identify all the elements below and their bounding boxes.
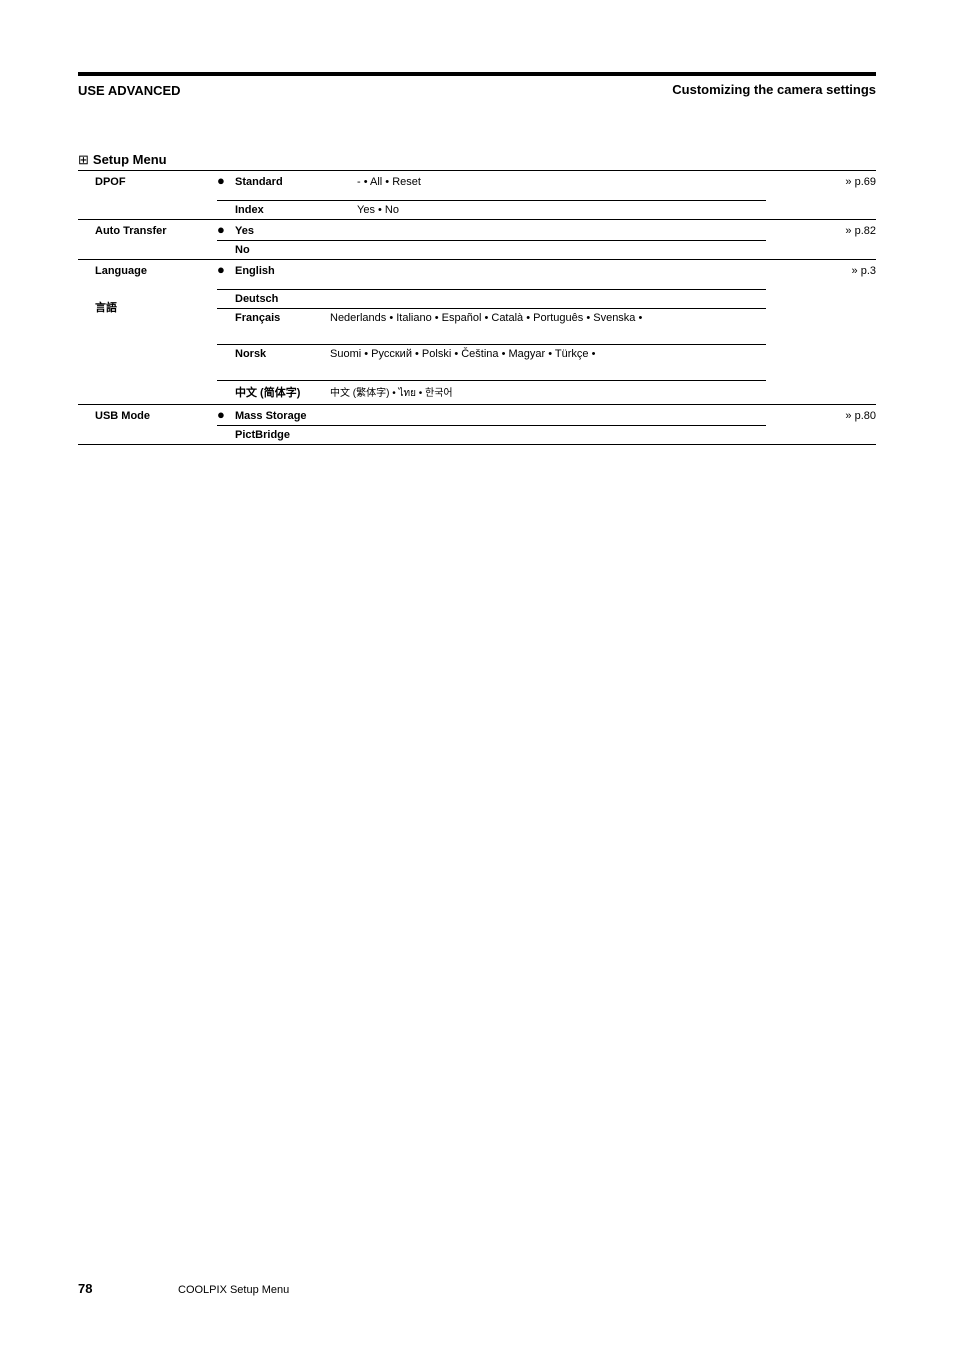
sub-label: Mass Storage [235,410,357,422]
bullet-icon: ● [217,174,235,187]
bullet-icon: ● [217,223,235,236]
sub-values: - • All • Reset [357,176,766,188]
page-ref: » p.80 [766,407,876,422]
sub-row: ● Mass Storage [217,405,766,426]
sub-label: PictBridge [235,429,357,441]
sub-values: Nederlands • Italiano • Español • Català… [330,312,766,324]
header: USE ADVANCED Customizing the camera sett… [78,82,876,100]
page-ref: » p.69 [766,173,876,188]
section-title: Setup Menu [93,152,167,167]
setup-menu-section: ⊞ Setup Menu DPOF ● Standard - • All • R… [78,152,876,445]
page-ref: » p.3 [766,262,876,277]
sub-row: Deutsch [217,290,766,309]
page-section-label: COOLPIX Setup Menu [178,1284,289,1296]
header-rule [78,72,876,76]
header-right: Customizing the camera settings [672,82,876,97]
sub-row: 中文 (简体字) 中文 (繁体字) • ไทย • 한국어 [217,381,766,404]
sub-label: Français [235,312,330,324]
menu-row-language: Language 言語 ● English Deutsch Français [78,260,876,405]
sub-label-chinese: 中文 (简体字) [235,384,330,400]
bullet-icon: ● [217,263,235,276]
label-usb-mode: USB Mode [95,407,217,422]
sub-row: PictBridge [217,426,766,444]
sub-row: Français Nederlands • Italiano • Español… [217,309,766,345]
sub-label: Standard [235,176,357,188]
label-auto-transfer: Auto Transfer [95,222,217,237]
page-number: 78 [78,1281,92,1296]
sub-row: ● English [217,260,766,290]
sub-values: 中文 (繁体字) • ไทย • 한국어 [330,384,766,401]
label-language: Language 言語 [95,262,217,315]
sub-label: English [235,265,357,277]
section-title-row: ⊞ Setup Menu [78,152,876,171]
sub-row: ● Yes [217,220,766,237]
sub-row: ● Standard - • All • Reset [217,171,766,201]
sub-values: Suomi • Русский • Polski • Čeština • Mag… [330,348,766,360]
label-dpof: DPOF [95,173,217,188]
sub-label: Norsk [235,348,330,360]
page-ref: » p.82 [766,222,876,237]
menu-row-usb-mode: USB Mode ● Mass Storage PictBridge » p.8… [78,405,876,445]
setup-menu-icon: ⊞ [78,152,89,168]
sub-row: Norsk Suomi • Русский • Polski • Čeština… [217,345,766,381]
bullet-icon: ● [217,408,235,421]
sub-row: No [217,241,766,259]
sub-row: Index Yes • No [217,201,766,219]
menu-row-auto-transfer: Auto Transfer ● Yes No » p.82 [78,220,876,260]
menu-row-dpof: DPOF ● Standard - • All • Reset Index Ye… [78,171,876,220]
sub-label: Yes [235,225,357,237]
sub-label: Deutsch [235,293,357,305]
sub-label: No [235,244,357,256]
header-category: USE ADVANCED [78,83,181,98]
sub-values: Yes • No [357,204,766,216]
sub-label: Index [235,204,357,216]
